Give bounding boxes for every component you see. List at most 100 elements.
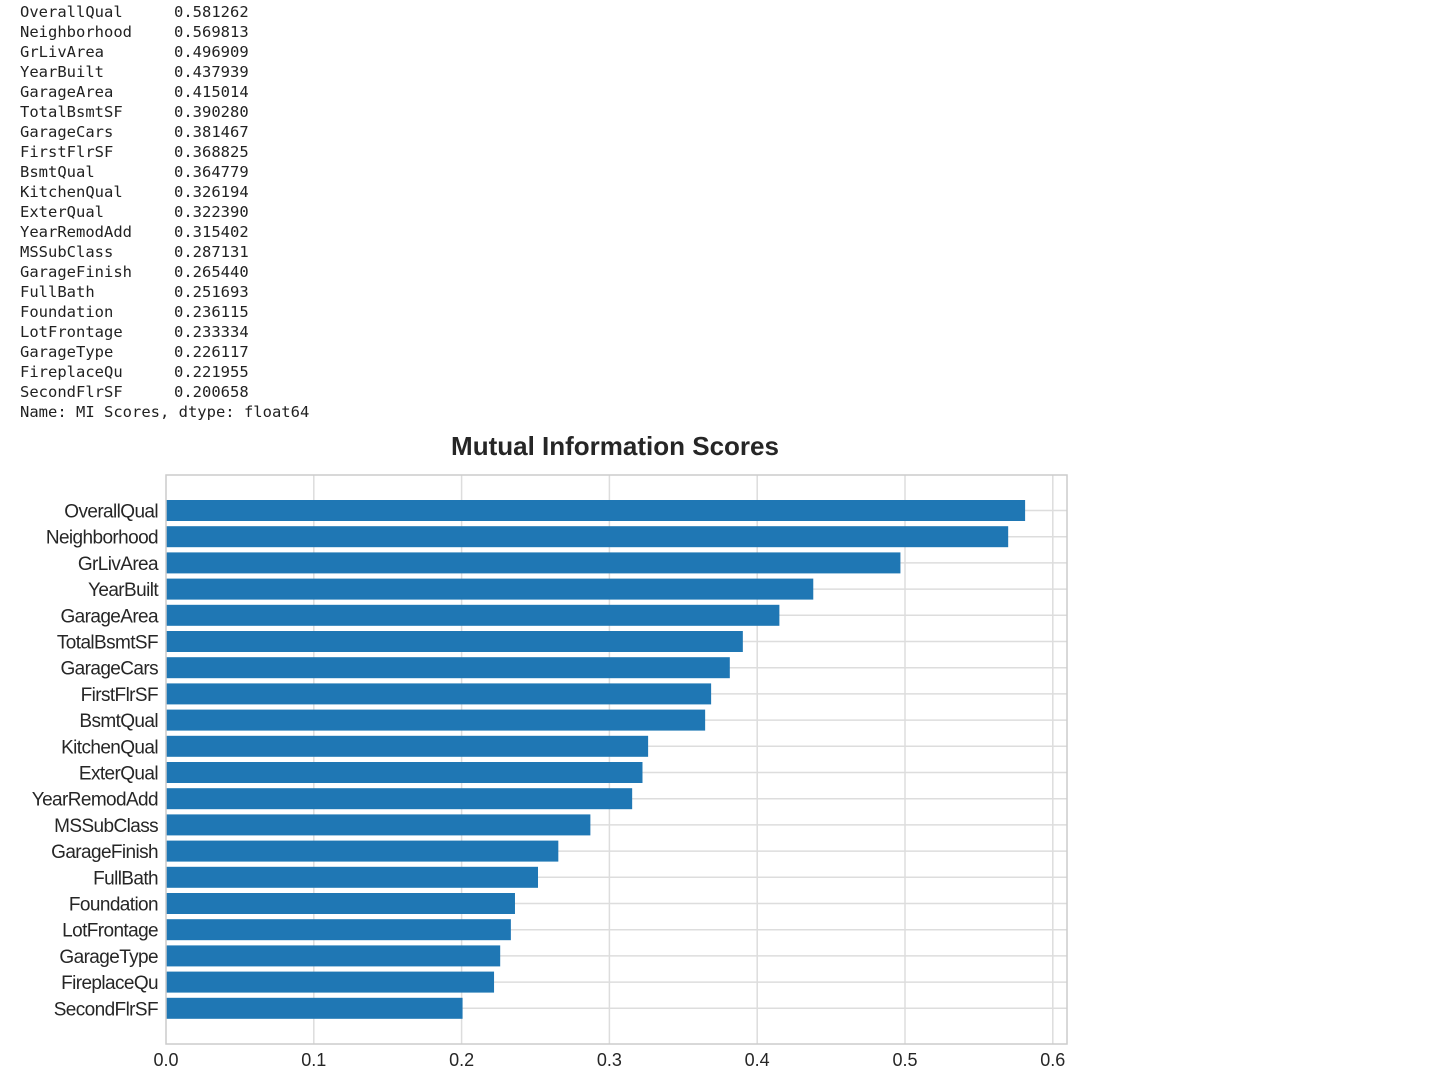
bar-garagecars — [166, 657, 730, 679]
bar-foundation — [166, 893, 515, 914]
console-output-row: TotalBsmtSF 0.390280 — [20, 102, 309, 122]
console-feature-name: SecondFlrSF — [20, 383, 123, 401]
console-feature-score: 0.415014 — [174, 83, 249, 101]
console-feature-name: GrLivArea — [20, 43, 104, 61]
bar-kitchenqual — [166, 735, 649, 757]
x-tick-label: 0.6 — [1040, 1050, 1065, 1070]
bar-fireplacequ — [166, 971, 495, 993]
bar-garagetype — [166, 945, 501, 967]
console-output-row: LotFrontage 0.233334 — [20, 322, 309, 342]
console-feature-score: 0.581262 — [174, 3, 249, 21]
console-output: OverallQual 0.581262 Neighborhood 0.569813 G… — [20, 2, 309, 422]
y-tick-labels: OverallQual Neighborhood GrLivArea YearBuil… — [32, 502, 160, 1021]
y-tick-label: OverallQual — [64, 502, 158, 523]
console-output-row: GarageType 0.226117 — [20, 342, 309, 362]
bar-mssubclass — [166, 814, 591, 836]
bar-firstflrsf — [166, 683, 712, 705]
chart-bars — [166, 500, 1026, 1019]
y-tick-label: BsmtQual — [79, 711, 158, 732]
y-tick-label: Foundation — [69, 895, 158, 916]
console-output-row: Foundation 0.236115 — [20, 302, 309, 322]
console-feature-name: ExterQual — [20, 203, 104, 221]
x-tick-label: 0.4 — [745, 1050, 770, 1070]
console-feature-name: KitchenQual — [20, 183, 123, 201]
y-tick-label: YearBuilt — [88, 580, 159, 601]
y-tick-label: LotFrontage — [62, 921, 158, 942]
chart-title: Mutual Information Scores — [451, 431, 779, 461]
console-feature-score: 0.437939 — [174, 63, 249, 81]
console-feature-score: 0.251693 — [174, 283, 249, 301]
x-tick-label: 0.1 — [301, 1050, 326, 1070]
console-feature-name: FirstFlrSF — [20, 143, 114, 161]
y-tick-label: YearRemodAdd — [32, 790, 158, 811]
console-feature-name: OverallQual — [20, 3, 123, 21]
console-feature-name: YearBuilt — [20, 63, 104, 81]
console-output-row: ExterQual 0.322390 — [20, 202, 309, 222]
bar-grlivarea — [166, 552, 901, 574]
x-tick-labels: 0.0 0.1 0.2 0.3 0.4 0.5 0.6 — [153, 1050, 1065, 1070]
console-feature-score: 0.364779 — [174, 163, 249, 181]
console-output-row: MSSubClass 0.287131 — [20, 242, 309, 262]
console-output-row: GarageArea 0.415014 — [20, 82, 309, 102]
console-feature-name: Neighborhood — [20, 23, 132, 41]
console-feature-name: GarageCars — [20, 123, 114, 141]
bar-lotfrontage — [166, 919, 511, 941]
console-output-row: SecondFlrSF 0.200658 — [20, 382, 309, 402]
bar-garagearea — [166, 604, 780, 626]
bar-exterqual — [166, 762, 643, 783]
y-tick-label: GrLivArea — [78, 554, 159, 575]
console-feature-score: 0.233334 — [174, 323, 249, 341]
console-feature-score: 0.381467 — [174, 123, 249, 141]
console-feature-name: FullBath — [20, 283, 95, 301]
console-feature-score: 0.236115 — [174, 303, 249, 321]
console-output-row: Neighborhood 0.569813 — [20, 22, 309, 42]
console-feature-name: LotFrontage — [20, 323, 123, 341]
console-feature-name: TotalBsmtSF — [20, 103, 123, 121]
x-tick-label: 0.0 — [153, 1050, 178, 1070]
console-output-row: FireplaceQu 0.221955 — [20, 362, 309, 382]
bar-totalbsmtsf — [166, 631, 743, 652]
console-output-footer: Name: MI Scores, dtype: float64 — [20, 403, 310, 421]
bar-secondflrsf — [166, 997, 463, 1019]
console-feature-score: 0.200658 — [174, 383, 249, 401]
y-tick-label: GarageType — [59, 947, 158, 968]
y-tick-label: MSSubClass — [54, 816, 158, 837]
console-feature-score: 0.265440 — [174, 263, 249, 281]
console-output-row: GarageCars 0.381467 — [20, 122, 309, 142]
x-tick-label: 0.2 — [449, 1050, 474, 1070]
y-tick-label: FirstFlrSF — [81, 685, 158, 706]
console-feature-score: 0.315402 — [174, 223, 249, 241]
console-feature-score: 0.221955 — [174, 363, 249, 381]
console-output-row: YearBuilt 0.437939 — [20, 62, 309, 82]
plot-frame — [165, 474, 1068, 1045]
console-output-row: GrLivArea 0.496909 — [20, 42, 309, 62]
console-output-row: FullBath 0.251693 — [20, 282, 309, 302]
bar-garagefinish — [166, 840, 559, 862]
bar-fullbath — [166, 866, 539, 888]
console-feature-name: MSSubClass — [20, 243, 114, 261]
x-tick-label: 0.3 — [597, 1050, 622, 1070]
y-tick-label: GarageArea — [60, 606, 159, 627]
console-feature-score: 0.322390 — [174, 203, 249, 221]
console-output-row: FirstFlrSF 0.368825 — [20, 142, 309, 162]
bar-neighborhood — [166, 526, 1009, 548]
console-feature-score: 0.390280 — [174, 103, 249, 121]
console-feature-name: FireplaceQu — [20, 363, 123, 381]
y-tick-label: TotalBsmtSF — [57, 633, 158, 654]
console-feature-score: 0.287131 — [174, 243, 249, 261]
console-feature-score: 0.496909 — [174, 43, 249, 61]
console-output-row: OverallQual 0.581262 — [20, 2, 309, 22]
console-output-row: GarageFinish 0.265440 — [20, 262, 309, 282]
console-feature-name: Foundation — [20, 303, 114, 321]
y-tick-label: GarageFinish — [51, 842, 158, 863]
console-output-rows: OverallQual 0.581262 Neighborhood 0.569813 G… — [20, 2, 309, 402]
console-feature-name: GarageFinish — [20, 263, 132, 281]
console-feature-name: GarageArea — [20, 83, 114, 101]
x-tick-label: 0.5 — [892, 1050, 917, 1070]
y-tick-label: FullBath — [93, 868, 158, 889]
y-tick-label: ExterQual — [79, 764, 158, 785]
console-feature-name: GarageType — [20, 343, 114, 361]
bar-yearbuilt — [166, 578, 814, 600]
console-feature-score: 0.226117 — [174, 343, 249, 361]
